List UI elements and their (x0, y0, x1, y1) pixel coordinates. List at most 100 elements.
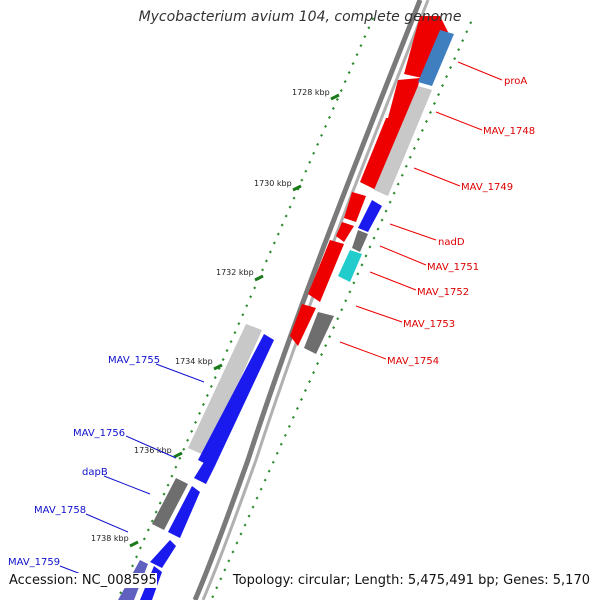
scale-label-tick (213, 363, 223, 371)
leader-line (389, 223, 437, 241)
ruler-tick (324, 124, 328, 128)
ruler-tick (223, 568, 227, 572)
ruler-ticks-inner (211, 21, 473, 599)
ruler-tick (388, 200, 392, 204)
gene-nadD-arrow[interactable] (344, 192, 366, 222)
scale-label-tick (254, 274, 264, 282)
gene-MAV_1755-pseudo[interactable] (188, 324, 262, 456)
gene-label-MAV_1751[interactable]: MAV_1751 (427, 262, 479, 273)
ruler-tick (241, 313, 245, 317)
gene-label-MAV_1754[interactable]: MAV_1754 (387, 356, 439, 367)
ruler-tick (432, 101, 436, 105)
gene-MAV_1754-dark[interactable] (304, 312, 334, 354)
gene-dapB-arrow[interactable] (194, 462, 214, 484)
ruler-tick (445, 75, 449, 79)
ruler-tick (229, 340, 233, 344)
ruler-tick (465, 30, 469, 34)
topology-summary: Topology: circular; Length: 5,475,491 bp… (232, 573, 590, 588)
ruler-tick (303, 388, 307, 392)
ruler-tick (272, 241, 276, 245)
scale-label: 1736 kbp (134, 446, 172, 455)
scale-label: 1732 kbp (216, 268, 254, 277)
ruler-tick (119, 591, 123, 595)
leader-line (155, 363, 205, 383)
gene-label-proA[interactable]: proA (504, 76, 527, 87)
ruler-tick (461, 39, 465, 43)
gene-MAV_1752-arrow[interactable] (308, 240, 344, 302)
leader-line (413, 167, 461, 187)
ruler-tick (288, 205, 292, 209)
gene-label-MAV_1749[interactable]: MAV_1749 (461, 182, 513, 193)
genome-backbone-outer (192, 0, 423, 601)
reverse-genes-track (118, 324, 274, 600)
gene-label-MAV_1748[interactable]: MAV_1748 (483, 126, 535, 137)
ruler-tick (233, 331, 237, 335)
ruler-tick (275, 451, 279, 455)
ruler-tick (312, 151, 316, 155)
gene-MAV_1751-dark[interactable] (352, 230, 368, 252)
gene-label-MAV_1755[interactable]: MAV_1755 (108, 355, 160, 366)
accession-text: Accession: NC_008595 (9, 573, 157, 588)
leader-line (435, 111, 483, 131)
ruler-tick (146, 528, 150, 532)
gene-MAV_1752-cyan[interactable] (338, 250, 362, 282)
ruler-tick (299, 397, 303, 401)
ruler-tick (205, 393, 209, 397)
ruler-tick (408, 155, 412, 159)
leader-line (85, 513, 129, 533)
ruler-tick (363, 35, 367, 39)
ruler-tick (158, 501, 162, 505)
gene-MAV_1748-pseudo[interactable] (374, 86, 432, 196)
gene-dapB-dark[interactable] (152, 478, 188, 530)
ruler-tick (227, 559, 231, 563)
ruler-tick (300, 178, 304, 182)
gene-proA-rna[interactable] (418, 30, 454, 86)
scale-label-tick (173, 451, 183, 459)
ruler-tick (267, 469, 271, 473)
leader-line (355, 305, 403, 323)
ruler-tick (344, 299, 348, 303)
ruler-tick (372, 236, 376, 240)
leader-line (369, 271, 417, 291)
ruler-tick (249, 295, 253, 299)
ruler-tick (174, 465, 178, 469)
gene-label-MAV_1753[interactable]: MAV_1753 (403, 319, 455, 330)
gene-label-MAV_1756[interactable]: MAV_1756 (73, 428, 125, 439)
gene-MAV_1756-arrow[interactable] (198, 334, 274, 468)
gene-label-dapB[interactable]: dapB (82, 467, 108, 478)
genome-backbone-inner (201, 0, 430, 601)
gene-nadD-rev[interactable] (358, 200, 382, 232)
scale-labels: 1728 kbp 1730 kbp 1732 kbp 1734 kbp 1736… (91, 88, 340, 548)
gene-label-MAV_1759[interactable]: MAV_1759 (8, 557, 60, 568)
gene-label-nadD[interactable]: nadD (438, 237, 465, 248)
ruler-tick (367, 26, 371, 30)
forward-gene-labels: proA MAV_1748 MAV_1749 nadD MAV_1751 MAV… (339, 61, 535, 367)
gene-MAV_1753-arrow[interactable] (290, 304, 316, 346)
ruler-tick (162, 492, 166, 496)
ruler-tick (190, 429, 194, 433)
gene-label-MAV_1752[interactable]: MAV_1752 (417, 287, 469, 298)
gene-proA-arrow[interactable] (404, 16, 448, 78)
ruler-tick (396, 182, 400, 186)
ruler-tick (221, 358, 225, 362)
ruler-tick (287, 424, 291, 428)
gene-MAV_1751-arrow[interactable] (336, 222, 354, 242)
ruler-tick (261, 268, 265, 272)
gene-label-MAV_1758[interactable]: MAV_1758 (34, 505, 86, 516)
ruler-tick (352, 281, 356, 285)
ruler-tick (243, 523, 247, 527)
ruler-tick (416, 137, 420, 141)
ruler-tick (138, 546, 142, 550)
ruler-tick (340, 308, 344, 312)
gene-MAV_1758-arrow[interactable] (168, 486, 200, 538)
ruler-tick (211, 595, 215, 599)
ruler-tick (324, 344, 328, 348)
ruler-tick (235, 541, 239, 545)
gene-MAV_1758b-arrow[interactable] (150, 540, 176, 568)
ruler-tick (331, 106, 335, 110)
ruler-tick (225, 349, 229, 353)
ruler-tick (284, 214, 288, 218)
scale-label: 1734 kbp (175, 357, 213, 366)
